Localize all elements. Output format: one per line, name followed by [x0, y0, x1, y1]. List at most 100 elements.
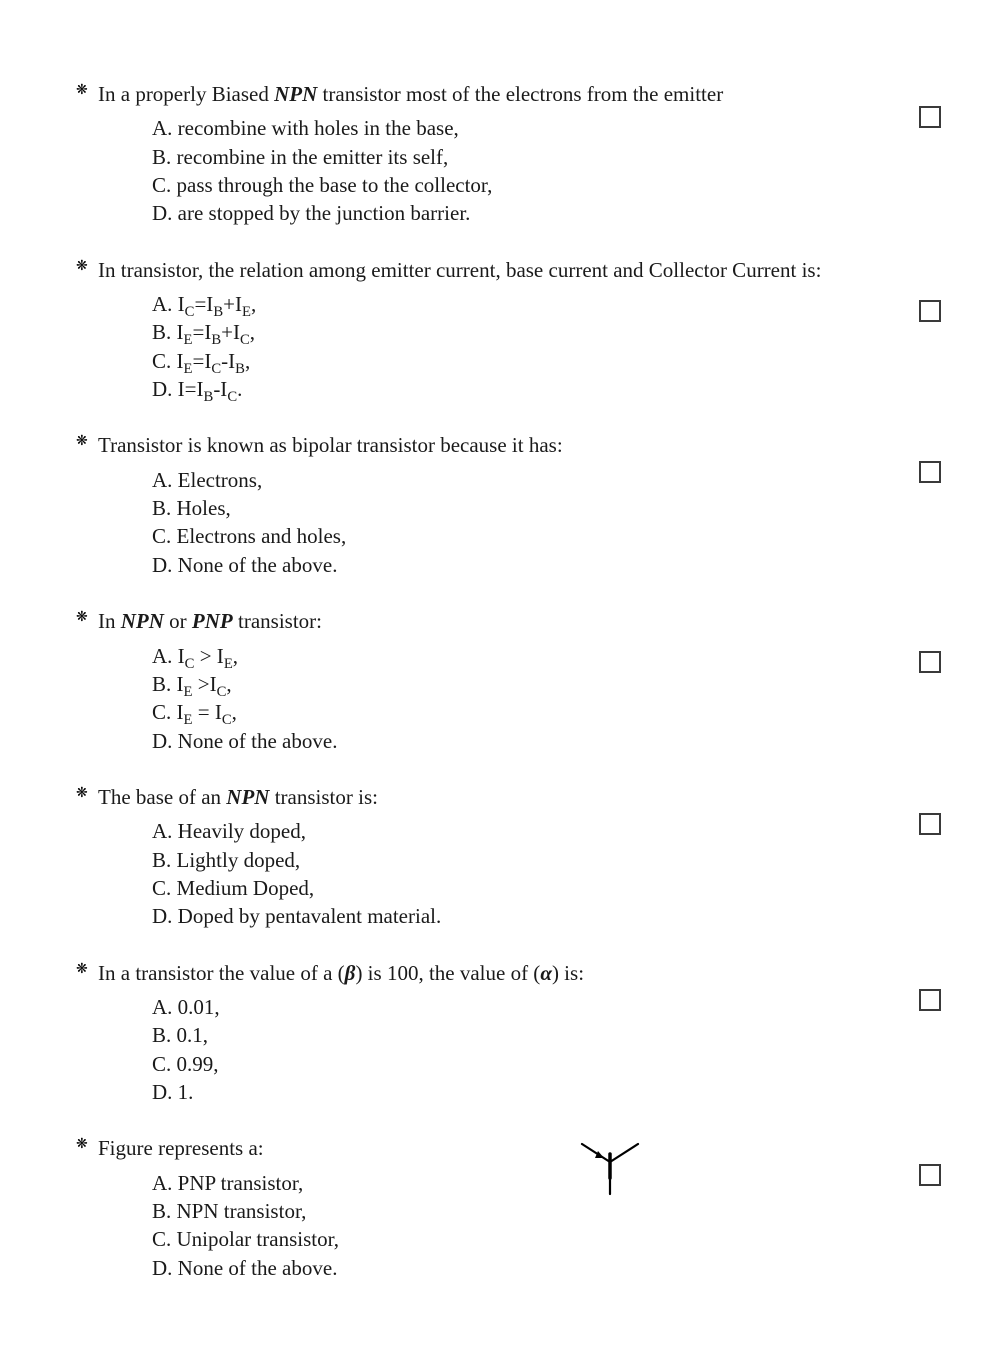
answer-checkbox[interactable]: [919, 461, 941, 483]
option-text: recombine with holes in the base,: [178, 116, 459, 140]
option-a: A. IC=IB+IE,: [152, 290, 931, 318]
option-letter: C.: [152, 524, 177, 548]
option-letter: D.: [152, 553, 178, 577]
option-b: B. NPN transistor,: [152, 1197, 931, 1225]
option-text: Doped by pentavalent material.: [178, 904, 442, 928]
option-letter: B.: [152, 848, 177, 872]
option-d: D. 1.: [152, 1078, 931, 1106]
option-a: A. PNP transistor,: [152, 1169, 931, 1197]
option-text: 0.01,: [178, 995, 220, 1019]
option-d: D. are stopped by the junction barrier.: [152, 199, 931, 227]
option-b: B. recombine in the emitter its self,: [152, 143, 931, 171]
option-text: NPN transistor,: [177, 1199, 307, 1223]
option-text: None of the above.: [178, 553, 338, 577]
option-text: Electrons,: [178, 468, 263, 492]
options-list: A. Heavily doped,B. Lightly doped,C. Med…: [152, 817, 931, 930]
question-2: In transistor, the relation among emitte…: [80, 256, 931, 404]
option-letter: A.: [152, 468, 178, 492]
question-stem: Figure represents a:: [98, 1134, 931, 1162]
option-text: are stopped by the junction barrier.: [178, 201, 471, 225]
answer-checkbox[interactable]: [919, 300, 941, 322]
option-b: B. IE=IB+IC,: [152, 318, 931, 346]
options-list: A. PNP transistor,B. NPN transistor,C. U…: [152, 1169, 931, 1282]
option-text: 0.1,: [177, 1023, 209, 1047]
option-letter: A.: [152, 116, 178, 140]
option-text: IC=IB+IE,: [178, 292, 257, 316]
option-letter: D.: [152, 377, 178, 401]
option-text: Unipolar transistor,: [177, 1227, 339, 1251]
option-c: C. IE=IC-IB,: [152, 347, 931, 375]
option-a: A. IC > IE,: [152, 642, 931, 670]
option-d: D. None of the above.: [152, 727, 931, 755]
question-stem: In transistor, the relation among emitte…: [98, 256, 931, 284]
option-letter: B.: [152, 1199, 177, 1223]
options-list: A. IC=IB+IE,B. IE=IB+IC,C. IE=IC-IB,D. I…: [152, 290, 931, 403]
option-letter: B.: [152, 1023, 177, 1047]
question-4: In NPN or PNP transistor: A. IC > IE,B. I…: [80, 607, 931, 755]
answer-checkbox[interactable]: [919, 1164, 941, 1186]
answer-checkbox[interactable]: [919, 813, 941, 835]
option-c: C. 0.99,: [152, 1050, 931, 1078]
option-letter: A.: [152, 1171, 178, 1195]
option-letter: B.: [152, 145, 177, 169]
option-letter: D.: [152, 201, 178, 225]
question-stem: In a transistor the value of a (β) is 10…: [98, 959, 931, 987]
answer-checkbox[interactable]: [919, 989, 941, 1011]
option-text: 1.: [178, 1080, 194, 1104]
option-c: C. IE = IC,: [152, 698, 931, 726]
option-c: C. Medium Doped,: [152, 874, 931, 902]
option-text: IE=IC-IB,: [177, 349, 251, 373]
question-3: Transistor is known as bipolar transisto…: [80, 431, 931, 579]
option-letter: B.: [152, 320, 177, 344]
option-text: I=IB-IC.: [178, 377, 243, 401]
option-text: Heavily doped,: [178, 819, 306, 843]
option-letter: C.: [152, 1052, 177, 1076]
question-5: The base of an NPN transistor is: A. Heav…: [80, 783, 931, 931]
page: In a properly Biased NPN transistor most…: [0, 0, 991, 1370]
option-d: D. None of the above.: [152, 1254, 931, 1282]
option-letter: A.: [152, 819, 178, 843]
option-text: Electrons and holes,: [177, 524, 347, 548]
option-a: A. Heavily doped,: [152, 817, 931, 845]
question-1: In a properly Biased NPN transistor most…: [80, 80, 931, 228]
option-c: C. Electrons and holes,: [152, 522, 931, 550]
option-letter: C.: [152, 173, 177, 197]
question-stem: The base of an NPN transistor is:: [98, 783, 931, 811]
option-letter: D.: [152, 1256, 178, 1280]
option-text: None of the above.: [178, 729, 338, 753]
transistor-figure: [570, 1138, 650, 1198]
option-b: B. 0.1,: [152, 1021, 931, 1049]
option-letter: A.: [152, 644, 178, 668]
option-letter: B.: [152, 496, 177, 520]
option-d: D. I=IB-IC.: [152, 375, 931, 403]
answer-checkbox[interactable]: [919, 651, 941, 673]
option-text: recombine in the emitter its self,: [177, 145, 449, 169]
option-d: D. None of the above.: [152, 551, 931, 579]
question-stem: In a properly Biased NPN transistor most…: [98, 80, 931, 108]
question-6: In a transistor the value of a (β) is 10…: [80, 959, 931, 1107]
option-a: A. 0.01,: [152, 993, 931, 1021]
question-stem: In NPN or PNP transistor:: [98, 607, 931, 635]
option-text: Lightly doped,: [177, 848, 301, 872]
option-letter: C.: [152, 876, 177, 900]
option-letter: D.: [152, 1080, 178, 1104]
option-text: Holes,: [177, 496, 231, 520]
option-c: C. Unipolar transistor,: [152, 1225, 931, 1253]
option-b: B. Holes,: [152, 494, 931, 522]
option-a: A. Electrons,: [152, 466, 931, 494]
options-list: A. 0.01,B. 0.1,C. 0.99,D. 1.: [152, 993, 931, 1106]
option-text: 0.99,: [177, 1052, 219, 1076]
option-text: IE >IC,: [177, 672, 232, 696]
option-c: C. pass through the base to the collecto…: [152, 171, 931, 199]
option-letter: A.: [152, 292, 178, 316]
answer-checkbox[interactable]: [919, 106, 941, 128]
option-d: D. Doped by pentavalent material.: [152, 902, 931, 930]
option-b: B. IE >IC,: [152, 670, 931, 698]
option-letter: A.: [152, 995, 178, 1019]
option-text: PNP transistor,: [178, 1171, 304, 1195]
option-text: pass through the base to the collector,: [177, 173, 493, 197]
options-list: A. IC > IE,B. IE >IC,C. IE = IC,D. None …: [152, 642, 931, 755]
option-letter: D.: [152, 729, 178, 753]
option-letter: D.: [152, 904, 178, 928]
option-text: IE = IC,: [177, 700, 237, 724]
